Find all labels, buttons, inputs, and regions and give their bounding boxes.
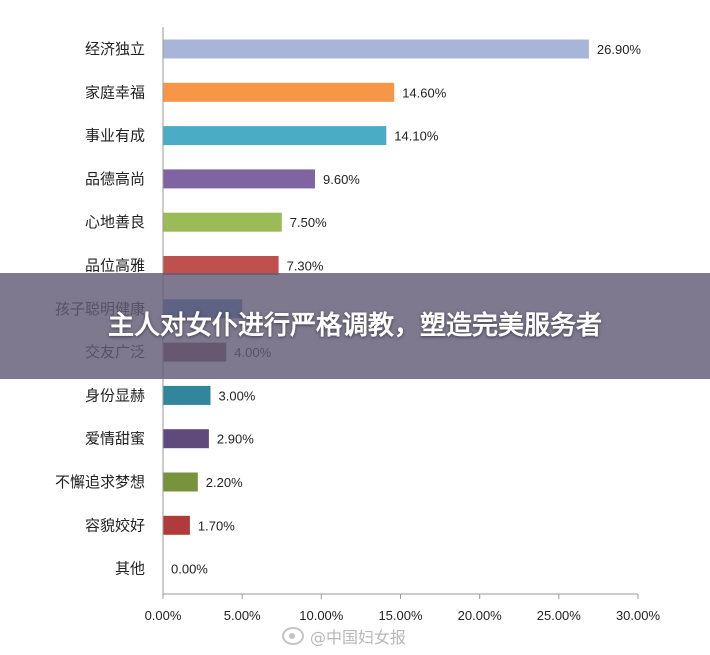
weibo-icon [282, 627, 304, 645]
value-label-12: 1.70% [198, 518, 235, 533]
value-label-9: 3.00% [219, 388, 256, 403]
bar-3 [163, 126, 387, 146]
value-label-6: 7.30% [287, 259, 324, 274]
category-label-4: 品德高尚 [85, 170, 145, 188]
value-labels: 26.90%14.60%14.10%9.60%7.50%7.30%4.00%3.… [171, 42, 641, 577]
value-label-13: 0.00% [171, 562, 208, 577]
axes-group: 0.00% 5.00% 10.00% 15.00% 20.00% 25.00% 30.00% [145, 27, 661, 623]
bar-5 [163, 212, 282, 232]
watermark: @中国妇女报 [282, 624, 406, 648]
bar-1 [163, 39, 589, 59]
category-label-2: 家庭幸福 [85, 83, 145, 101]
category-label-9: 身份显赫 [85, 386, 145, 404]
category-label-6: 品位高雅 [85, 257, 145, 275]
x-tick-label-6: 25.00% [537, 608, 582, 623]
category-label-12: 容貌姣好 [85, 516, 145, 534]
bar-6 [163, 256, 279, 275]
value-label-5: 7.50% [290, 215, 327, 230]
x-tick-label-2: 5.00% [224, 608, 261, 623]
watermark-text: @中国妇女报 [310, 628, 407, 647]
value-label-2: 14.60% [402, 85, 447, 100]
bar-12 [163, 515, 190, 535]
bar-9 [163, 385, 211, 405]
value-label-10: 2.90% [217, 432, 254, 447]
category-label-1: 经济独立 [85, 40, 145, 58]
category-label-10: 爱情甜蜜 [85, 430, 145, 448]
value-label-4: 9.60% [323, 172, 360, 187]
x-tick-label-1: 0.00% [145, 608, 182, 623]
bar-11 [163, 472, 198, 492]
category-label-13: 其他 [115, 560, 145, 578]
x-tick-label-3: 10.00% [299, 608, 344, 623]
category-label-11: 不懈追求梦想 [55, 473, 145, 491]
value-label-1: 26.90% [597, 42, 642, 57]
category-label-3: 事业有成 [85, 127, 145, 145]
value-label-11: 2.20% [206, 475, 243, 490]
overlay-title: 主人对女仆进行严格调教，塑造完美服务者 [107, 311, 602, 341]
title-overlay-banner: 主人对女仆进行严格调教，塑造完美服务者 [0, 273, 710, 379]
value-label-3: 14.10% [394, 129, 439, 144]
x-tick-label-7: 30.00% [616, 608, 661, 623]
x-tick-label-5: 20.00% [458, 608, 503, 623]
bar-4 [163, 169, 315, 189]
x-tick-label-4: 15.00% [378, 608, 423, 623]
bar-10 [163, 429, 209, 449]
category-label-5: 心地善良 [85, 213, 145, 231]
bar-2 [163, 82, 395, 102]
